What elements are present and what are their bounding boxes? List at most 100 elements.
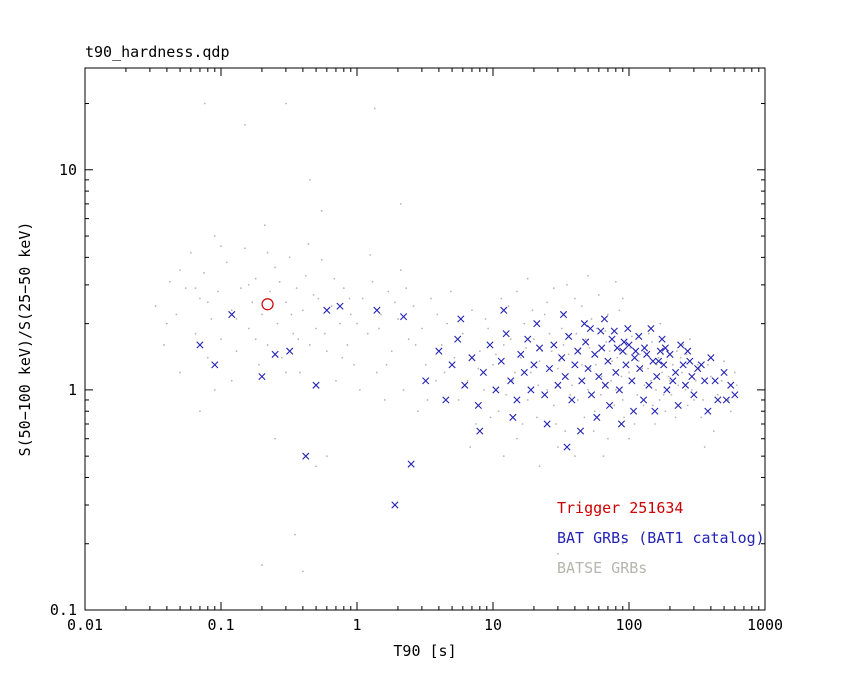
batse-grbs-point: [346, 344, 349, 346]
batse-grbs-point: [641, 367, 644, 370]
bat-grbs-bat1-catalog-point: [593, 413, 601, 421]
batse-grbs-point: [339, 322, 341, 325]
batse-grbs-point: [667, 375, 670, 378]
bat-grbs-bat1-catalog-point: [271, 350, 279, 358]
batse-grbs-point: [587, 388, 589, 391]
bat-grbs-bat1-catalog-point: [615, 386, 623, 394]
bat-grbs-bat1-catalog-point: [597, 327, 605, 335]
batse-grbs-point: [538, 360, 541, 363]
batse-grbs-point: [690, 388, 693, 391]
x-tick-label: 100: [615, 616, 642, 634]
bat-grbs-bat1-catalog-point: [624, 324, 632, 333]
batse-grbs-point: [315, 465, 317, 468]
batse-grbs-point: [593, 410, 596, 413]
bat-grbs-bat1-catalog-point: [476, 427, 484, 435]
batse-grbs-point: [320, 210, 323, 212]
batse-grbs-point: [554, 423, 557, 425]
bat-grbs-bat1-catalog-point: [582, 338, 590, 346]
batse-grbs-point: [556, 446, 559, 448]
batse-grbs-point: [587, 274, 589, 277]
batse-grbs-point: [443, 371, 446, 374]
batse-grbs-point: [220, 338, 222, 341]
batse-grbs-point: [720, 379, 723, 382]
batse-grbs-point: [670, 393, 673, 396]
batse-grbs-point: [573, 455, 576, 458]
bat-grbs-bat1-catalog-point: [584, 364, 592, 373]
batse-grbs-point: [651, 341, 654, 343]
batse-grbs-point: [576, 399, 579, 401]
bat-grbs-bat1-catalog-point: [502, 330, 510, 338]
bat-grbs-bat1-catalog-point: [595, 372, 603, 381]
bat-grbs-bat1-catalog-point: [373, 306, 381, 314]
bat-grbs-bat1-catalog-point: [639, 396, 648, 404]
bat-grbs-bat1-catalog-point: [591, 350, 599, 358]
batse-grbs-point: [446, 322, 449, 325]
bat-grbs-bat1-catalog-point: [617, 420, 626, 428]
batse-grbs-point: [461, 332, 464, 335]
batse-grbs-point: [308, 178, 311, 181]
batse-grbs-point: [600, 375, 603, 378]
bat-grbs-bat1-catalog-point: [697, 361, 705, 369]
batse-grbs-point: [325, 350, 328, 353]
batse-grbs-point: [154, 305, 157, 308]
bat-grbs-bat1-catalog-point: [563, 443, 571, 451]
bat-grbs-bat1-catalog-point: [517, 350, 525, 358]
bat-grbs-bat1-catalog-point: [643, 350, 651, 358]
batse-grbs-point: [526, 399, 529, 401]
batse-grbs-point: [681, 371, 683, 374]
batse-grbs-point: [702, 399, 704, 401]
bat-grbs-bat1-catalog-point: [486, 341, 494, 349]
batse-grbs-point: [597, 294, 600, 296]
batse-grbs-point: [638, 353, 641, 356]
x-tick-label: 1000: [747, 616, 783, 634]
bat-grbs-bat1-catalog-point: [613, 344, 621, 352]
batse-grbs-point: [533, 338, 535, 341]
batse-grbs-point: [570, 384, 573, 387]
bat-grbs-bat1-catalog-point: [520, 368, 528, 377]
batse-grbs-point: [630, 335, 633, 338]
batse-grbs-point: [590, 318, 593, 320]
batse-grbs-point: [494, 353, 497, 356]
bat-grbs-bat1-catalog-point: [622, 361, 630, 369]
batse-grbs-point: [546, 388, 549, 391]
batse-grbs-point: [430, 297, 432, 300]
batse-grbs-point: [383, 399, 386, 401]
bat-grbs-bat1-catalog-point: [690, 391, 698, 399]
batse-grbs-point: [244, 123, 246, 126]
batse-grbs-point: [407, 338, 410, 341]
batse-grbs-point: [366, 332, 369, 335]
bat-grbs-bat1-catalog-point: [457, 315, 465, 323]
batse-grbs-point: [500, 297, 503, 300]
batse-grbs-point: [230, 379, 233, 382]
bat-grbs-bat1-catalog-point: [661, 344, 669, 352]
batse-grbs-point: [580, 363, 583, 366]
bat-grbs-bat1-catalog-point: [407, 460, 415, 468]
x-tick-label: 1: [352, 616, 361, 634]
batse-grbs-point: [569, 393, 572, 396]
batse-grbs-point: [519, 356, 522, 359]
x-tick-label: 10: [484, 616, 502, 634]
batse-grbs-point: [605, 341, 608, 343]
batse-grbs-point: [333, 277, 336, 280]
bat-grbs-bat1-catalog-point: [500, 306, 508, 314]
batse-grbs-point: [320, 258, 323, 261]
legend-trigger-label: Trigger 251634: [557, 499, 683, 517]
plot-title: t90_hardness.qdp: [85, 43, 230, 61]
batse-grbs-point: [254, 338, 257, 341]
bat-grbs-bat1-catalog-point: [442, 396, 450, 404]
batse-grbs-point: [330, 305, 333, 308]
batse-grbs-point: [453, 356, 456, 359]
bat-grbs-bat1-catalog-point: [601, 381, 609, 389]
data-points-layer: [154, 102, 739, 573]
batse-grbs-point: [312, 294, 315, 296]
batse-grbs-point: [657, 356, 660, 359]
batse-grbs-point: [325, 455, 328, 458]
bat-grbs-bat1-catalog-point: [679, 361, 687, 369]
batse-grbs-point: [692, 399, 695, 401]
bat-grbs-bat1-catalog-point: [228, 310, 236, 319]
batse-grbs-point: [543, 313, 546, 316]
trigger-251634-point: [261, 298, 274, 311]
batse-grbs-point: [317, 297, 320, 300]
batse-grbs-point: [475, 423, 477, 425]
